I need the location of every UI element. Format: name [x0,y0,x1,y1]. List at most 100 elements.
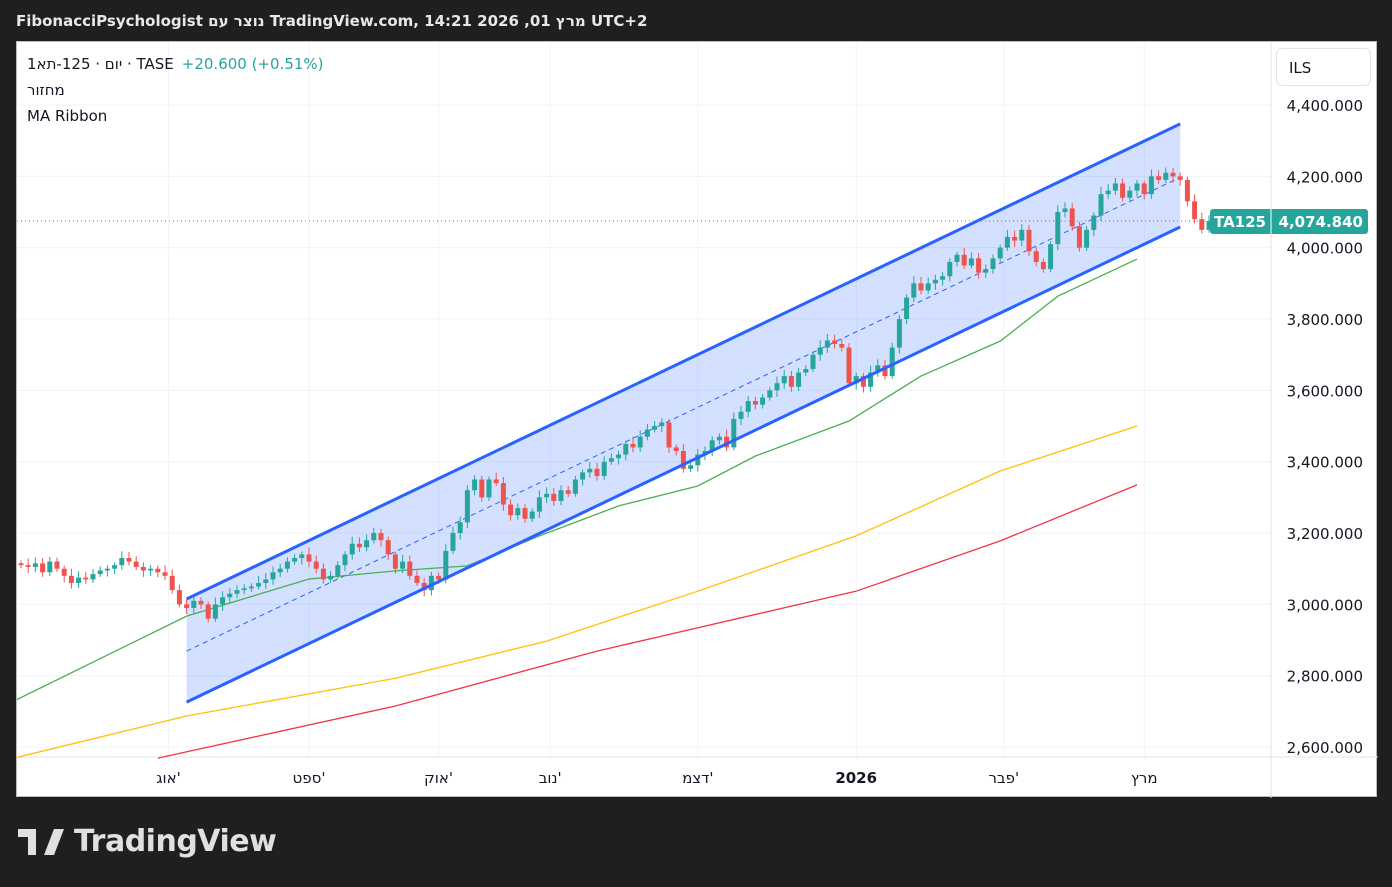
candle [328,575,334,580]
candle [133,561,139,567]
time-tick-label: נוב' [539,769,562,787]
candle [860,376,866,387]
candle [997,247,1003,259]
candle [1170,172,1176,177]
candle [1112,183,1118,191]
time-tick-label: דצמ' [682,769,713,787]
candle [263,579,269,583]
price-tick-label: 2,800.000 [1287,668,1363,686]
candle [558,490,564,501]
candle [630,443,636,448]
ma-ribbon-legend[interactable]: MA Ribbon [27,107,108,125]
candle [112,565,118,569]
candle [1199,219,1205,230]
candle [320,568,326,580]
candle [673,447,679,451]
candle [580,472,586,480]
candle [853,376,859,384]
currency-button[interactable]: ILS [1276,48,1371,86]
candle [760,397,766,405]
tradingview-logo: TradingView [18,824,277,859]
candle [119,558,125,566]
candle [32,563,38,567]
candle [277,568,283,573]
candle [659,422,665,427]
price-tick-label: 3,200.000 [1287,525,1363,543]
candle [436,575,442,580]
candle [896,319,902,348]
candle [284,561,290,569]
candle [256,582,262,587]
candle [25,565,31,567]
candle [148,568,154,571]
time-tick-label: ספט' [293,769,326,787]
candle [457,522,463,534]
candle [781,376,787,384]
last-price-badge [1210,208,1368,234]
candle [1134,183,1140,191]
time-tick-label: מרץ [1131,769,1158,787]
candle [270,572,276,580]
candle [990,258,996,270]
candle [983,269,989,273]
symbol-label: 1יום · 125-תא · TASE [27,55,174,73]
candle [709,440,715,451]
candle [515,508,521,516]
time-tick-label: פבר' [988,769,1019,787]
candle [594,468,600,476]
candle [1069,208,1075,227]
candle [212,604,218,619]
candle [54,561,60,569]
candle [198,600,204,605]
candle [846,347,852,384]
candle [716,436,722,441]
candle [695,454,701,466]
candle [1033,251,1039,262]
candle [335,565,341,576]
volume-legend[interactable]: מחזור [27,81,65,99]
candle [342,554,348,566]
candle [947,261,953,277]
candle [1076,226,1082,248]
candle [882,365,888,377]
price-change: +20.600 (+0.51%) [181,55,324,73]
candle [551,493,557,501]
candle [601,461,607,476]
chart-frame[interactable]: 4,400.000 4,200.000 4,000.000 3,800.000 3,60… [16,41,1378,798]
candle [378,533,384,541]
candle [349,543,355,555]
candle [313,561,319,569]
logo-text: TradingView [74,824,277,859]
last-price-label: 4,074.840 [1279,213,1363,231]
candle [608,458,614,462]
candle [40,563,46,573]
candle [493,479,499,484]
candle [1055,212,1061,245]
candle [364,540,370,548]
candle [1120,183,1126,198]
price-tick-label: 4,000.000 [1287,240,1363,258]
price-chart[interactable]: 4,400.000 4,200.000 4,000.000 3,800.000 3,60… [17,42,1378,798]
candle [97,570,103,575]
candle [976,258,982,273]
candle [76,577,82,583]
channel-fill [186,123,1181,703]
candle [1084,229,1090,248]
candle [472,479,478,491]
candle [688,465,694,469]
ma-line [157,484,1138,759]
candle [544,493,550,498]
candle [1004,236,1010,248]
candle [954,254,960,262]
candle [1127,190,1133,198]
candle [1141,183,1147,195]
candle [868,372,874,387]
candle [587,468,593,473]
price-tick-label: 4,200.000 [1287,168,1363,186]
candle [731,418,737,448]
candle [752,401,758,405]
candle [911,283,917,298]
channel-midline [186,176,1181,652]
symbol-legend[interactable]: 1יום · 125-תא · TASE +20.600 (+0.51%) [27,55,324,73]
candle [1156,176,1162,180]
